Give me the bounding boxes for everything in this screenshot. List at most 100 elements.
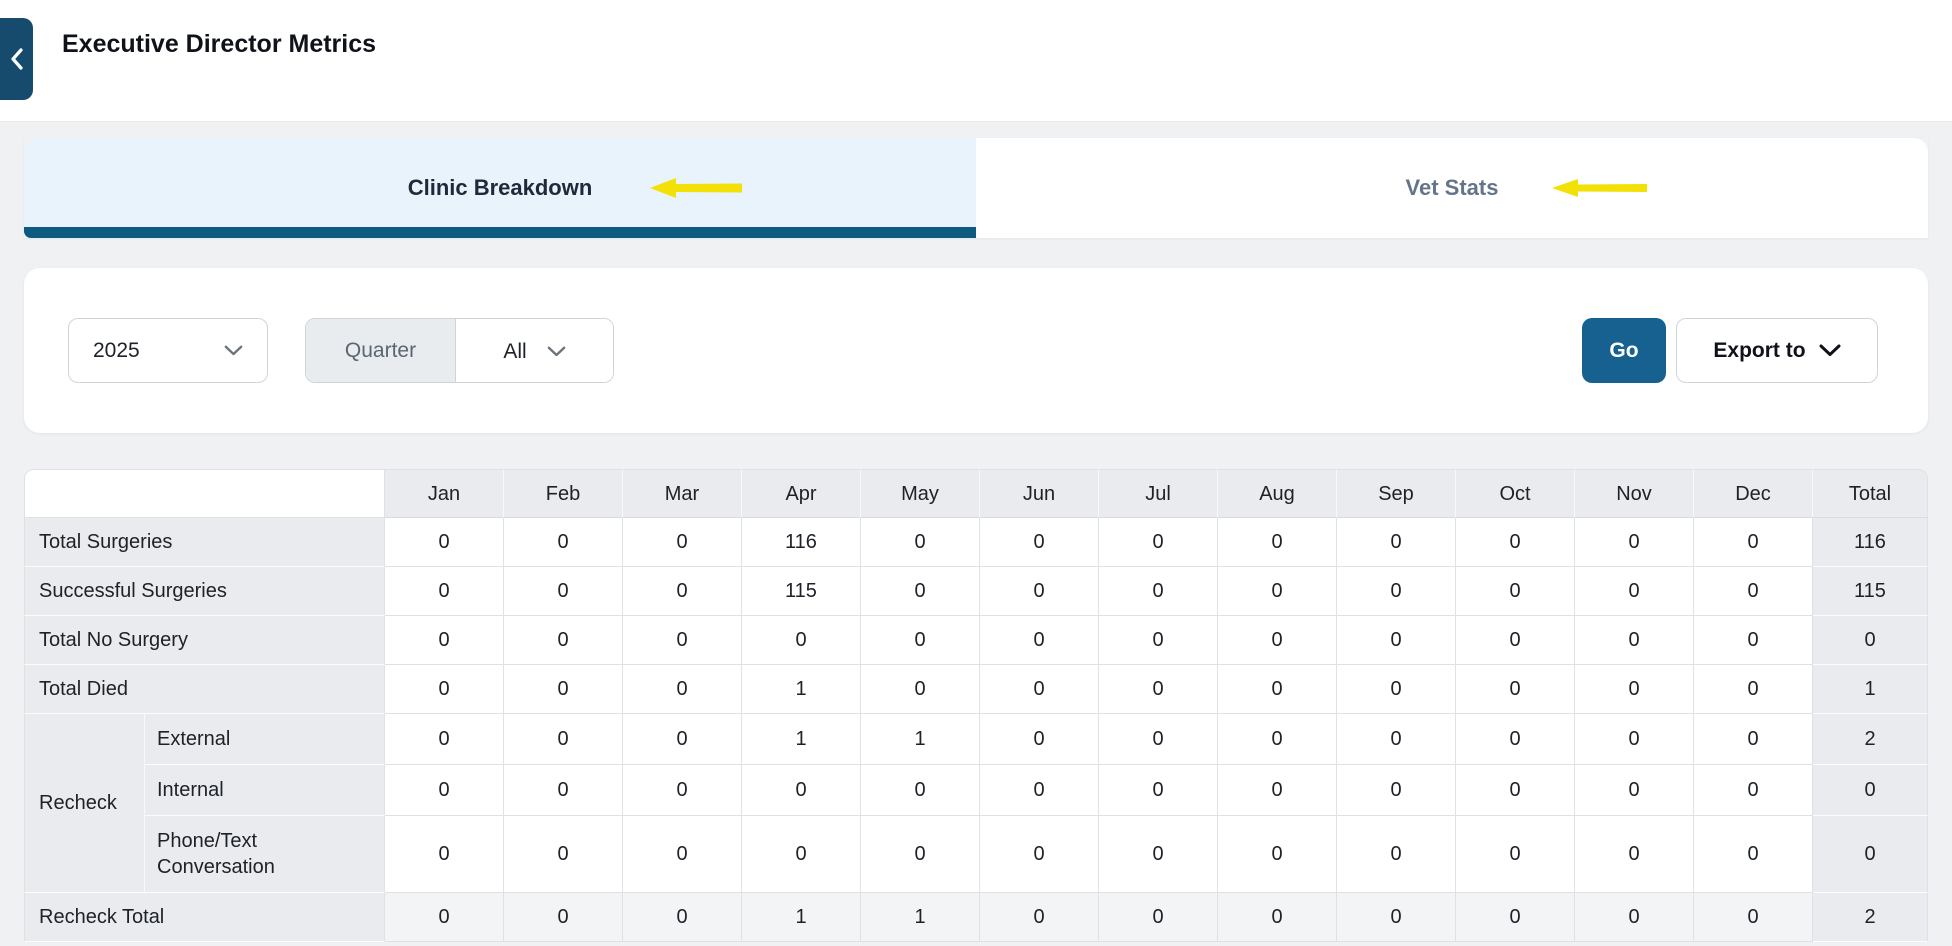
row-sublabel: Phone/Text Conversation (145, 816, 385, 893)
row-group-label: Recheck (24, 714, 145, 893)
value-cell: 0 (504, 518, 623, 567)
column-header: Dec (1694, 469, 1813, 518)
value-cell: 0 (1575, 816, 1694, 893)
value-cell: 0 (385, 714, 504, 765)
row-label: Successful Surgeries (24, 567, 385, 616)
column-header: Jun (980, 469, 1099, 518)
quarter-filter-group: Quarter All (305, 318, 614, 383)
tab-label: Clinic Breakdown (407, 175, 593, 200)
chevron-down-icon (1819, 344, 1841, 356)
value-cell: 0 (385, 567, 504, 616)
value-cell: 0 (1218, 714, 1337, 765)
total-cell: 2 (1813, 714, 1928, 765)
value-cell: 0 (980, 893, 1099, 942)
column-header: Nov (1575, 469, 1694, 518)
total-cell: 0 (1813, 765, 1928, 816)
value-cell: 0 (1218, 616, 1337, 665)
table-row: Recheck Total 0 0 0 1 1 0 0 0 0 0 0 0 2 (24, 893, 1928, 942)
value-cell: 0 (1694, 567, 1813, 616)
value-cell: 0 (1694, 893, 1813, 942)
value-cell: 0 (742, 765, 861, 816)
value-cell: 0 (1099, 665, 1218, 714)
value-cell: 0 (504, 765, 623, 816)
value-cell: 0 (1218, 518, 1337, 567)
value-cell: 0 (1575, 616, 1694, 665)
column-header: May (861, 469, 980, 518)
value-cell: 0 (1337, 714, 1456, 765)
value-cell: 0 (861, 816, 980, 893)
value-cell: 0 (861, 616, 980, 665)
column-header: Sep (1337, 469, 1456, 518)
value-cell: 0 (861, 665, 980, 714)
column-header: Mar (623, 469, 742, 518)
table-row: Recheck External 0 0 0 1 1 0 0 0 0 0 0 0 2 (24, 714, 1928, 893)
value-cell: 0 (1575, 567, 1694, 616)
tab-vet-stats[interactable]: Vet Stats (976, 138, 1928, 238)
value-cell: 0 (861, 765, 980, 816)
total-cell: 1 (1813, 665, 1928, 714)
table-header-row: Jan Feb Mar Apr May Jun Jul Aug Sep Oct Nov Dec Tota… (24, 469, 1928, 518)
value-cell: 0 (980, 616, 1099, 665)
page-header: Executive Director Metrics (0, 0, 1952, 122)
value-cell: 0 (1099, 816, 1218, 893)
tab-label: Vet Stats (1405, 175, 1499, 200)
column-header: Total (1813, 469, 1928, 518)
value-cell: 1 (742, 714, 861, 765)
value-cell: 0 (980, 765, 1099, 816)
value-cell: 0 (623, 616, 742, 665)
tab-clinic-breakdown[interactable]: Clinic Breakdown (24, 138, 976, 238)
tab-bar: Clinic Breakdown Vet Stats (24, 138, 1928, 238)
year-select[interactable]: 2025 (68, 318, 268, 383)
value-cell: 0 (1337, 665, 1456, 714)
value-cell: 0 (1337, 893, 1456, 942)
value-cell: 115 (742, 567, 861, 616)
value-cell: 0 (1694, 616, 1813, 665)
corner-header-cell (24, 469, 385, 518)
row-label: Recheck Total (24, 893, 385, 942)
column-header: Oct (1456, 469, 1575, 518)
column-header: Aug (1218, 469, 1337, 518)
quarter-select[interactable]: All (456, 319, 613, 382)
value-cell: 0 (1456, 714, 1575, 765)
value-cell: 0 (504, 665, 623, 714)
value-cell: 0 (1694, 816, 1813, 893)
export-button[interactable]: Export to (1676, 318, 1878, 383)
total-cell: 115 (1813, 567, 1928, 616)
value-cell: 0 (1456, 616, 1575, 665)
value-cell: 0 (385, 518, 504, 567)
quarter-select-value: All (503, 339, 527, 363)
value-cell: 0 (623, 567, 742, 616)
value-cell: 116 (742, 518, 861, 567)
value-cell: 0 (385, 765, 504, 816)
value-cell: 0 (623, 665, 742, 714)
filter-card: 2025 Quarter All Go Export to (24, 268, 1928, 433)
value-cell: 0 (1099, 714, 1218, 765)
value-cell: 0 (1099, 518, 1218, 567)
value-cell: 0 (385, 893, 504, 942)
value-cell: 0 (623, 893, 742, 942)
main-content: Clinic Breakdown Vet Stats 2025 Quarter … (0, 138, 1952, 942)
value-cell: 0 (1099, 616, 1218, 665)
column-header: Apr (742, 469, 861, 518)
value-cell: 0 (980, 816, 1099, 893)
go-button[interactable]: Go (1582, 318, 1666, 383)
quarter-label: Quarter (306, 319, 456, 382)
row-sublabel: External (145, 714, 385, 765)
value-cell: 0 (504, 816, 623, 893)
value-cell: 0 (980, 518, 1099, 567)
column-header: Jan (385, 469, 504, 518)
total-cell: 0 (1813, 616, 1928, 665)
value-cell: 0 (1337, 765, 1456, 816)
value-cell: 0 (385, 616, 504, 665)
value-cell: 0 (1337, 518, 1456, 567)
row-label: Total Died (24, 665, 385, 714)
value-cell: 0 (1694, 518, 1813, 567)
table-row: Successful Surgeries 0 0 0 115 0 0 0 0 0 0 0 0 115 (24, 567, 1928, 616)
value-cell: 0 (1456, 518, 1575, 567)
value-cell: 0 (1218, 665, 1337, 714)
back-button[interactable] (0, 18, 33, 100)
table-row: Phone/Text Conversation 0 0 0 0 0 0 0 0 0 0 0 0 0 (24, 816, 1928, 893)
yellow-arrow-icon (1552, 179, 1647, 197)
value-cell: 0 (385, 816, 504, 893)
value-cell: 0 (1575, 765, 1694, 816)
